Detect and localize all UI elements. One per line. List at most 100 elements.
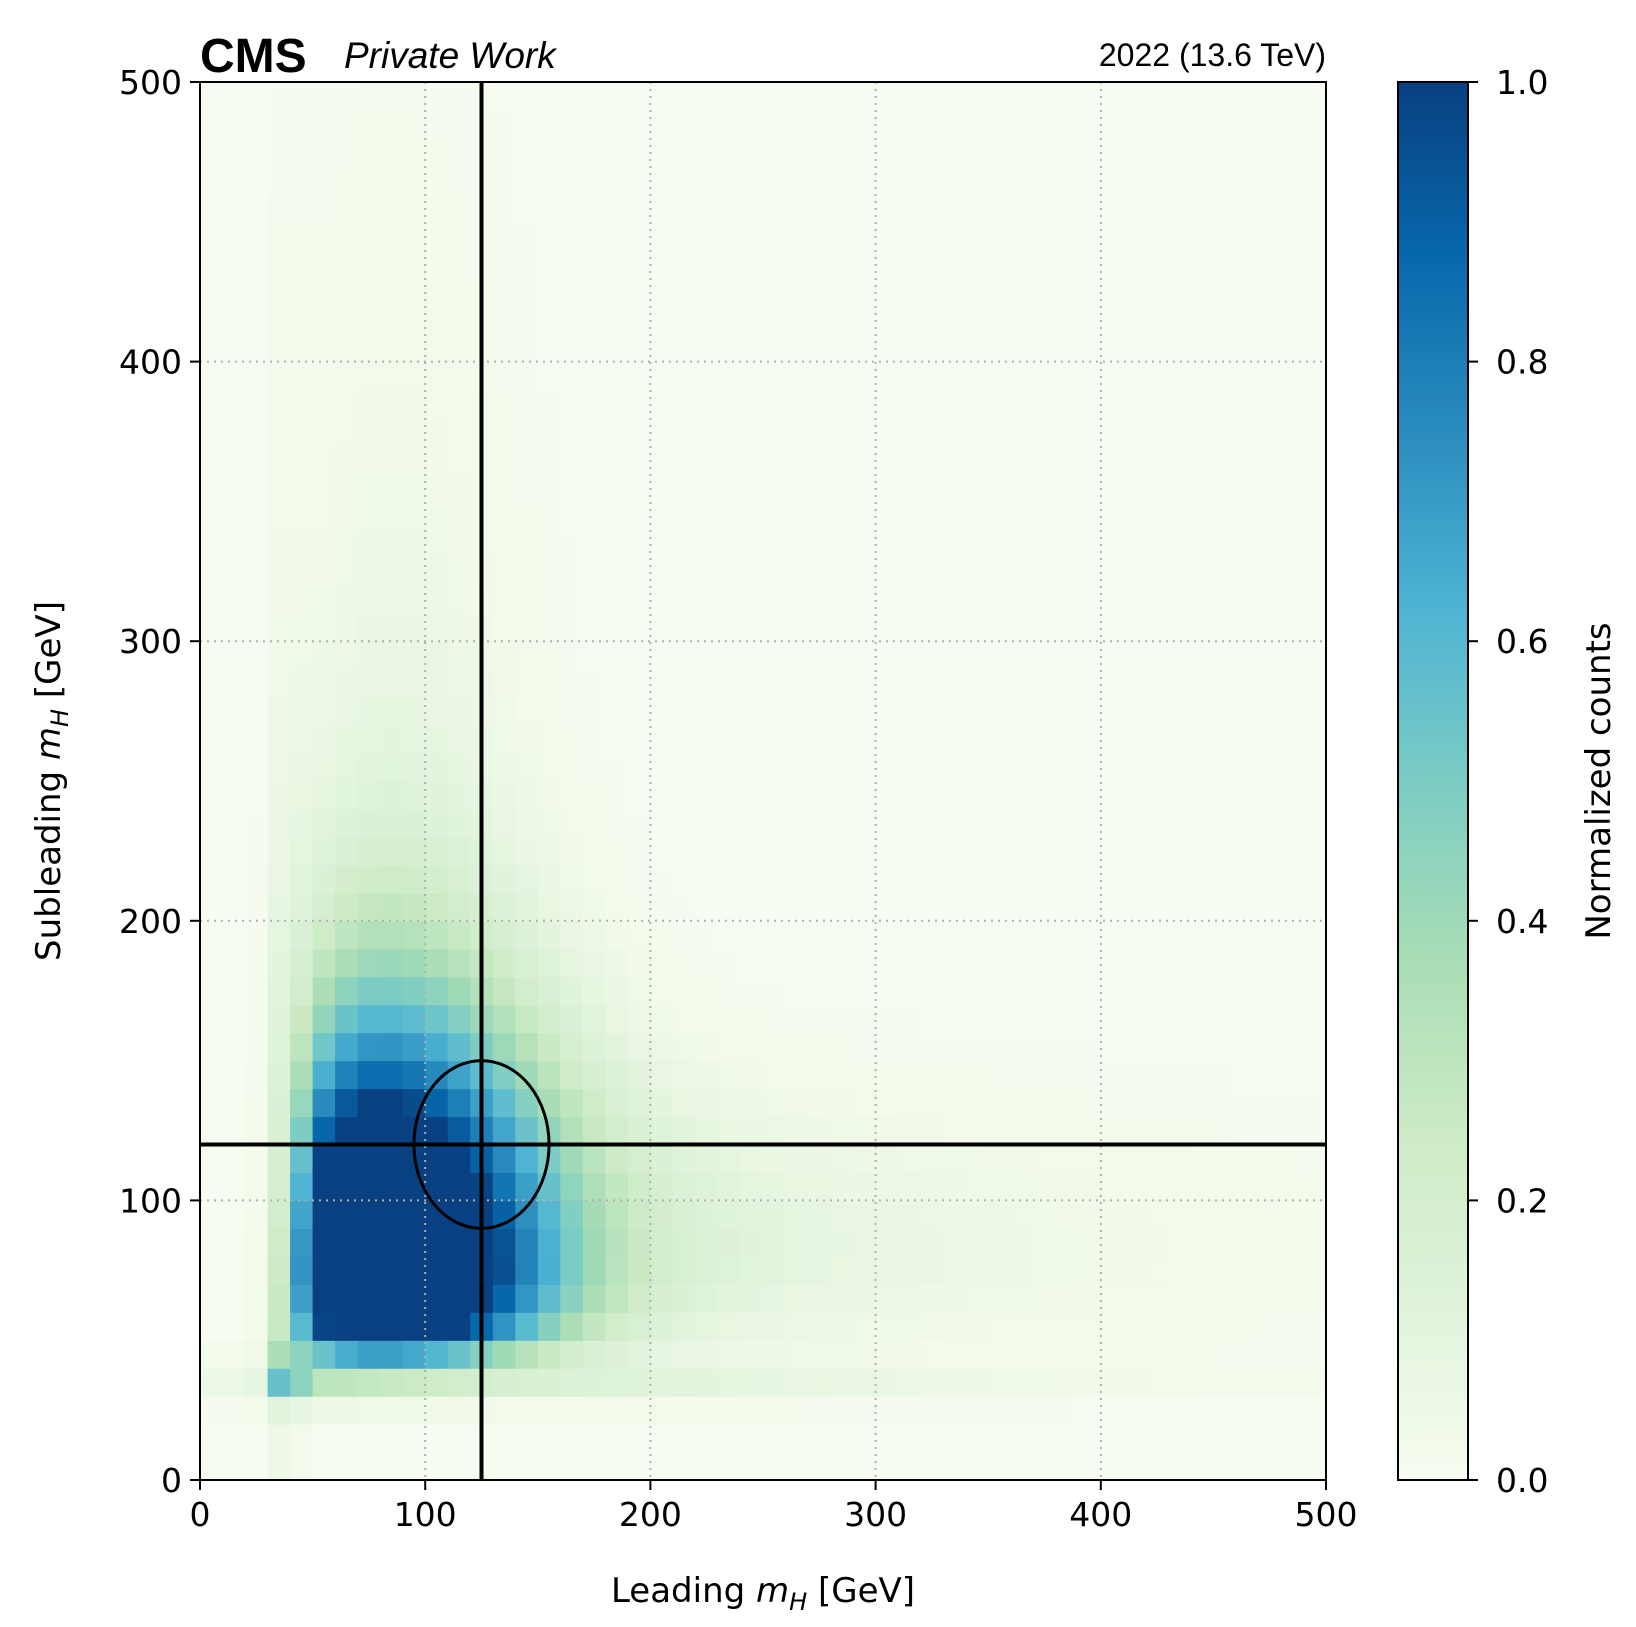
heatmap-cell [1055,753,1079,782]
heatmap-cell [290,1452,314,1481]
heatmap-cell [875,501,899,530]
heatmap-cell [1280,585,1305,614]
heatmap-cell [560,641,584,670]
heatmap-cell [380,333,404,363]
heatmap-cell [627,1200,651,1229]
heatmap-cell [988,753,1012,782]
heatmap-cell [560,1452,584,1481]
heatmap-cell [965,753,989,782]
heatmap-cell [1033,165,1057,195]
heatmap-cell [492,948,516,978]
heatmap-cell [717,249,742,279]
heatmap-cell [1010,1340,1034,1369]
heatmap-cell [988,1172,1012,1201]
heatmap-cell [537,249,561,279]
heatmap-cell [380,836,404,866]
x-tick-label: 0 [190,1495,211,1534]
heatmap-cell [1168,753,1192,782]
heatmap-cell [1078,808,1102,838]
heatmap-cell [245,920,269,950]
heatmap-cell [380,389,404,419]
heatmap-cell [515,249,539,279]
heatmap-cell [740,669,764,698]
heatmap-cell [965,333,989,363]
heatmap-cell [830,1032,854,1062]
y-tick-label: 300 [119,622,182,661]
heatmap-cell [222,1368,246,1397]
heatmap-cell [943,1452,967,1481]
heatmap-cell [402,1396,426,1425]
heatmap-cell [1258,808,1282,838]
heatmap-cell [988,641,1012,670]
heatmap-cell [898,1256,922,1285]
heatmap-cell [1078,249,1102,279]
heatmap-cell [222,613,246,642]
heatmap-cell [1010,109,1034,139]
heatmap-cell [875,1452,899,1481]
heatmap-cell [402,892,426,922]
heatmap-cell [785,277,809,307]
heatmap-cell [1145,976,1169,1006]
heatmap-cell [740,165,764,195]
heatmap-cell [1123,725,1147,754]
heatmap-cell [380,137,404,167]
heatmap-cell [1168,109,1192,139]
heatmap-cell [650,1032,674,1062]
heatmap-cell [1123,1396,1147,1425]
x-axis: 0 100 200 300 400 500 [190,1480,1358,1534]
heatmap-cell [380,1452,404,1481]
heatmap-cell [537,82,561,111]
heatmap-cell [357,1060,381,1090]
heatmap-cell [763,501,787,530]
heatmap-cell [1123,1340,1147,1369]
heatmap-cell [1280,1088,1305,1118]
heatmap-cell [627,864,651,894]
heatmap-cell [717,389,742,419]
heatmap-cell [1010,277,1034,307]
heatmap-cell [582,808,606,838]
heatmap-cell [740,333,764,363]
heatmap-cell [1055,445,1079,475]
heatmap-cell [447,808,471,838]
heatmap-cell [537,1200,561,1229]
heatmap-cell [1190,781,1214,810]
heatmap-cell [605,389,629,419]
heatmap-cell [763,920,787,950]
heatmap-cell [402,1060,426,1090]
heatmap-cell [492,109,516,139]
heatmap-cell [335,473,359,502]
heatmap-cell [1055,1004,1079,1034]
heatmap-cell [1078,725,1102,754]
heatmap-cell [695,249,719,279]
heatmap-cell [650,1340,674,1369]
heatmap-cell [717,82,742,111]
heatmap-cell [1100,473,1124,502]
heatmap-cell [875,808,899,838]
heatmap-cell [605,445,629,475]
heatmap-cell [1055,1088,1079,1118]
heatmap-cell [1213,1200,1237,1229]
heatmap-cell [672,781,697,810]
heatmap-cell [830,864,854,894]
heatmap-cell [245,585,269,614]
heatmap-cell [605,137,629,167]
heatmap-cell [1303,725,1327,754]
heatmap-cell [763,1340,787,1369]
heatmap-cell [717,669,742,698]
heatmap-cell [380,109,404,139]
heatmap-cell [920,1088,944,1118]
heatmap-cell [1303,1144,1327,1174]
heatmap-cell [988,948,1012,978]
heatmap-cell [672,948,697,978]
heatmap-cell [560,417,584,447]
heatmap-cell [988,1396,1012,1425]
heatmap-cell [1100,781,1124,810]
heatmap-cell [560,221,584,251]
heatmap-cell [267,920,291,950]
heatmap-cell [1303,1396,1327,1425]
heatmap-cell [1010,725,1034,754]
heatmap-cell [898,753,922,782]
heatmap-cell [1235,137,1260,167]
heatmap-cell [582,361,606,391]
heatmap-cell [920,501,944,530]
